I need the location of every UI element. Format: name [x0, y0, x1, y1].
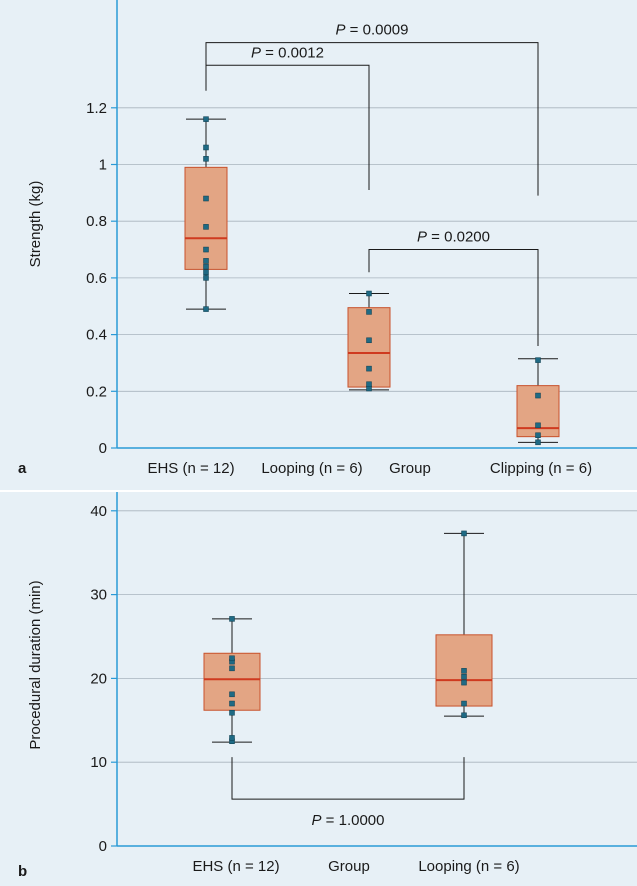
panel-b-boxes — [203, 530, 493, 744]
bracket-line — [231, 757, 465, 800]
p-value-text: = 0.0012 — [261, 44, 324, 61]
data-point — [203, 144, 209, 151]
data-point — [229, 655, 235, 662]
panel-a-boxes — [184, 116, 560, 446]
data-point — [535, 357, 541, 363]
y-tick-label: 0 — [99, 838, 107, 855]
y-tick-label: 0.2 — [86, 383, 107, 400]
panel-b-letter: b — [18, 863, 27, 880]
y-tick-label: 10 — [90, 754, 107, 771]
panel-a-xlabel: Group — [389, 460, 431, 477]
p-value-bracket: P = 0.0012 — [205, 44, 370, 191]
panel-b-background — [0, 492, 637, 886]
p-value-letter: P — [417, 229, 427, 246]
panel-b-annotations: P = 1.0000 — [231, 757, 465, 829]
panel-b-xlabel: Group — [328, 858, 370, 875]
data-point — [203, 116, 209, 122]
panel-a-category-1: EHS (n = 12) — [147, 460, 234, 477]
iqr-box — [347, 307, 391, 388]
data-point — [229, 616, 235, 622]
p-value-bracket: P = 0.0009 — [205, 22, 539, 196]
panel-a-letter: a — [18, 460, 27, 477]
data-point — [203, 275, 209, 281]
p-value-letter: P — [251, 44, 261, 61]
panel-b: 0 10 20 30 40 P = 1.0000 Procedural duration… — [0, 492, 637, 886]
iqr-box — [184, 166, 228, 270]
y-tick-label: 0.8 — [86, 213, 107, 230]
box-1 — [203, 616, 261, 744]
y-tick-label: 1.2 — [86, 100, 107, 117]
panel-a-ylabel: Strength (kg) — [27, 181, 44, 268]
data-point — [229, 735, 235, 741]
box-1 — [184, 116, 228, 312]
panel-separator — [0, 490, 637, 492]
p-value-text: = 1.0000 — [322, 812, 385, 829]
panel-a-category-3: Clipping (n = 6) — [490, 460, 592, 477]
data-point — [461, 530, 467, 537]
y-tick-label: 1 — [99, 157, 107, 174]
data-point — [203, 156, 209, 162]
data-point — [366, 337, 372, 344]
data-point — [535, 422, 541, 429]
panel-b-y-ticks: 0 10 20 30 40 — [90, 503, 117, 855]
data-point — [366, 381, 372, 387]
data-point — [203, 258, 209, 264]
y-tick-label: 30 — [90, 587, 107, 604]
data-point — [229, 691, 235, 698]
data-point — [203, 195, 209, 202]
p-value-bracket: P = 1.0000 — [231, 757, 465, 829]
panel-b-ylabel: Procedural duration (min) — [27, 580, 44, 749]
data-point — [203, 269, 209, 275]
y-tick-label: 0.4 — [86, 327, 107, 344]
data-point — [229, 710, 235, 716]
data-point — [461, 673, 467, 680]
data-point — [203, 263, 209, 270]
bracket-line — [205, 42, 539, 196]
p-value-text: = 0.0009 — [346, 22, 409, 39]
p-value-text: = 0.0200 — [427, 229, 490, 246]
p-value-letter: P — [336, 22, 346, 39]
p-value-label: P = 1.0000 — [312, 812, 385, 829]
y-tick-label: 0 — [99, 440, 107, 457]
panel-b-grid — [117, 510, 637, 763]
p-value-label: P = 0.0012 — [251, 44, 324, 61]
data-point — [461, 712, 467, 719]
data-point — [366, 365, 372, 372]
p-value-label: P = 0.0200 — [417, 229, 490, 246]
panel-a-y-ticks: 0 0.2 0.4 0.6 0.8 1 1.2 — [86, 100, 117, 457]
data-point — [203, 224, 209, 230]
box-3 — [516, 357, 560, 446]
bracket-line — [205, 64, 370, 191]
panel-a-category-2: Looping (n = 6) — [261, 460, 362, 477]
box-2 — [347, 290, 391, 392]
box-2 — [435, 530, 493, 719]
data-point — [535, 432, 541, 438]
y-tick-label: 40 — [90, 503, 107, 520]
data-point — [535, 439, 541, 446]
data-point — [203, 246, 209, 253]
data-point — [535, 392, 541, 399]
p-value-bracket: P = 0.0200 — [368, 229, 539, 346]
data-point — [366, 290, 372, 297]
data-point — [229, 700, 235, 707]
p-value-label: P = 0.0009 — [336, 22, 409, 39]
data-point — [461, 700, 467, 707]
p-value-letter: P — [312, 812, 322, 829]
data-point — [203, 306, 209, 312]
panel-b-category-1: EHS (n = 12) — [192, 858, 279, 875]
panel-b-category-2: Looping (n = 6) — [418, 858, 519, 875]
y-tick-label: 0.6 — [86, 270, 107, 287]
data-point — [461, 679, 467, 686]
bracket-line — [368, 249, 539, 346]
data-point — [366, 309, 372, 315]
data-point — [229, 665, 235, 672]
y-tick-label: 20 — [90, 670, 107, 687]
data-point — [461, 668, 467, 674]
